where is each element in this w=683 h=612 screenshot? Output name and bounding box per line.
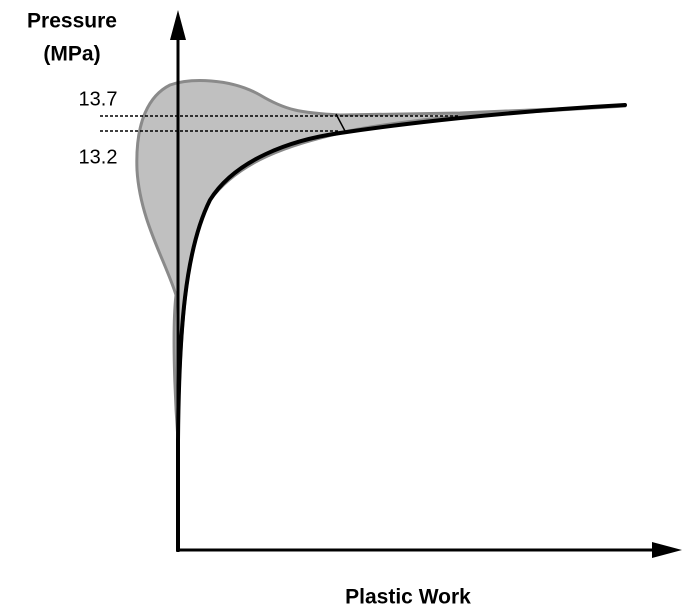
- marker-line: [335, 113, 346, 132]
- value-label-lower: 13.2: [79, 146, 118, 168]
- y-axis-label: Pressure: [27, 10, 117, 33]
- scatter-region: [135, 79, 627, 442]
- y-axis-unit: (MPa): [43, 43, 100, 66]
- mean-curve: [176, 103, 627, 552]
- x-axis-arrow: [652, 542, 682, 558]
- x-axis-label: Plastic Work: [345, 586, 471, 609]
- value-label-upper: 13.7: [79, 88, 118, 110]
- y-axis-arrow: [170, 10, 186, 40]
